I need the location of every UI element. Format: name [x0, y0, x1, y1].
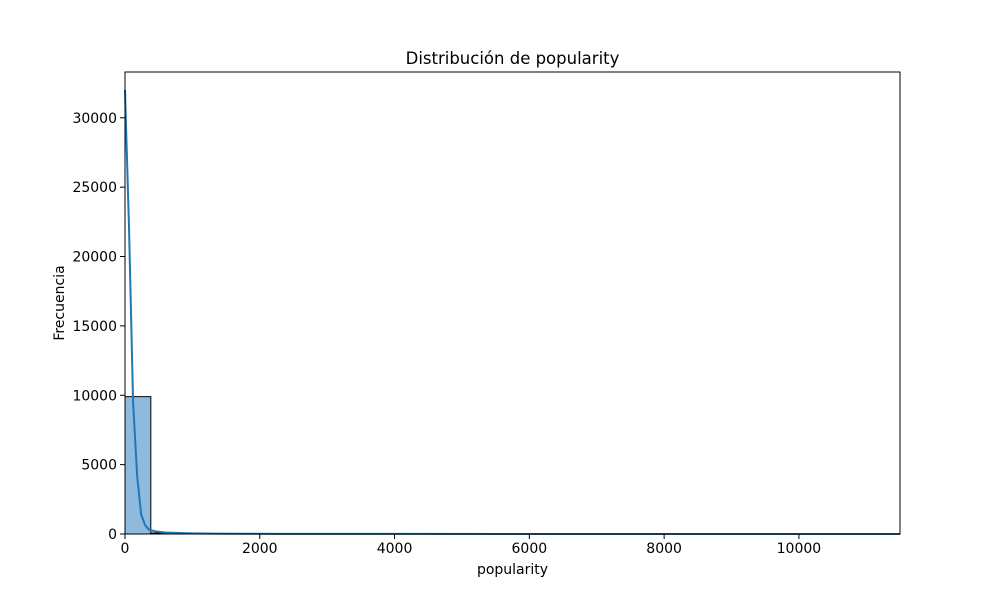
x-tick-label: 0 — [121, 541, 130, 557]
plot-area — [124, 71, 901, 535]
y-tick-label: 20000 — [72, 250, 117, 266]
axes-frame — [124, 71, 901, 535]
x-axis-label: popularity — [477, 562, 548, 578]
x-tick-label: 8000 — [646, 541, 682, 557]
x-tick-label: 10000 — [777, 541, 822, 557]
chart-title: Distribución de popularity — [406, 49, 620, 68]
y-tick-label: 0 — [108, 527, 117, 543]
y-tick-label: 10000 — [72, 388, 117, 404]
y-tick-label: 15000 — [72, 319, 117, 335]
histogram-bar — [124, 396, 152, 535]
y-tick-label: 25000 — [72, 180, 117, 196]
y-tick-label: 30000 — [72, 111, 117, 127]
y-axis-ticks: 0 5000 10000 15000 20000 25000 30000 — [72, 111, 125, 543]
x-tick-label: 6000 — [512, 541, 548, 557]
y-axis-label: Frecuencia — [52, 265, 68, 340]
x-tick-label: 2000 — [242, 541, 278, 557]
x-tick-label: 4000 — [377, 541, 413, 557]
x-axis-ticks: 0 2000 4000 6000 8000 10000 — [121, 534, 822, 557]
y-tick-label: 5000 — [81, 458, 117, 474]
